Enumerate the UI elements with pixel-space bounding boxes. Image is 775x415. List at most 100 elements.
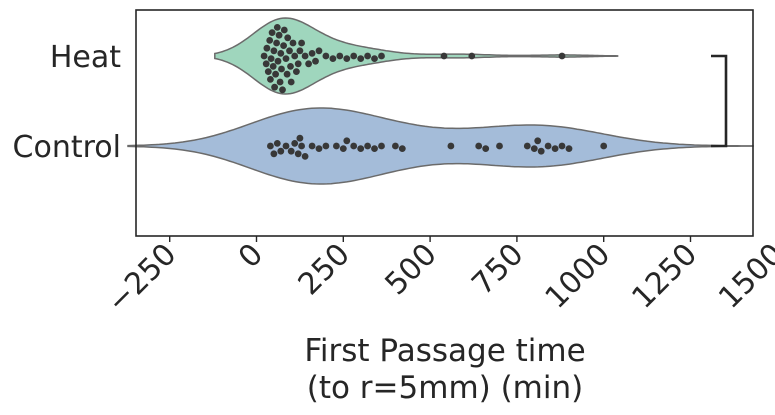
swarm-point-heat: [558, 52, 566, 60]
swarm-point-control: [600, 142, 608, 150]
swarm-point-control: [398, 145, 406, 153]
swarm-point-heat: [286, 47, 293, 55]
swarm-point-heat: [294, 60, 302, 68]
x-tick-label: 1500: [712, 237, 775, 316]
swarm-point-heat: [279, 86, 286, 94]
swarm-point-heat: [293, 68, 300, 75]
swarm-point-heat: [329, 55, 337, 62]
swarm-point-heat: [273, 24, 281, 31]
swarm-point-heat: [277, 50, 285, 57]
swarm-point-heat: [301, 52, 309, 60]
swarm-point-control: [544, 142, 552, 150]
swarm-point-heat: [440, 52, 448, 60]
swarm-point-heat: [278, 65, 285, 73]
swarm-point-heat: [269, 63, 277, 70]
x-tick-label: 250: [292, 237, 357, 302]
swarm-point-heat: [280, 26, 288, 34]
swarm-point-heat: [263, 44, 271, 52]
swarm-point-heat: [289, 39, 297, 47]
swarm-point-control: [551, 145, 559, 153]
swarm-point-control: [270, 150, 278, 158]
swarm-point-heat: [276, 78, 284, 86]
swarm-point-heat: [280, 42, 287, 49]
swarm-point-control: [350, 142, 358, 150]
swarm-point-control: [298, 142, 305, 150]
swarm-point-control: [343, 137, 351, 145]
y-category-label-heat: Heat: [50, 40, 121, 75]
swarm-point-control: [447, 142, 455, 150]
x-tick-label: 500: [379, 237, 444, 302]
x-axis-title-line-2: (to r=5mm) (min): [307, 370, 584, 406]
swarm-point-control: [534, 137, 542, 145]
x-tick-label: 0: [232, 237, 270, 275]
swarm-point-control: [287, 147, 295, 155]
x-tick-label: −250: [100, 237, 183, 320]
swarm-point-heat: [275, 31, 283, 39]
swarm-point-control: [339, 145, 347, 153]
swarm-point-control: [378, 142, 385, 150]
swarm-point-control: [315, 145, 323, 153]
swarm-point-heat: [308, 50, 316, 57]
swarm-point-heat: [262, 60, 270, 68]
swarm-point-control: [282, 142, 290, 150]
x-tick-label: 1000: [539, 237, 618, 316]
swarm-point-heat: [291, 52, 299, 60]
swarm-point-heat: [371, 55, 378, 62]
swarm-point-control: [482, 145, 490, 153]
y-axis-labels: Heat Control: [13, 40, 122, 165]
swarm-points: [260, 24, 608, 160]
swarm-point-control: [296, 134, 304, 142]
swarm-point-heat: [322, 52, 330, 60]
swarm-point-control: [277, 147, 285, 155]
swarm-point-control: [530, 145, 538, 153]
swarm-point-heat: [336, 52, 344, 60]
swarm-point-heat: [270, 47, 278, 55]
swarm-point-control: [371, 145, 378, 153]
swarm-point-control: [291, 140, 299, 147]
plot-frame: [135, 9, 754, 237]
swarm-point-control: [537, 147, 545, 155]
swarm-point-heat: [305, 60, 312, 68]
y-category-label-control: Control: [13, 130, 121, 165]
swarm-point-heat: [287, 78, 295, 86]
swarm-point-heat: [343, 55, 351, 62]
swarm-point-control: [273, 140, 281, 147]
swarm-point-heat: [268, 29, 276, 36]
swarm-point-control: [392, 142, 399, 150]
swarm-point-heat: [274, 57, 282, 65]
significance-bracket: [711, 54, 728, 148]
swarm-point-heat: [267, 55, 275, 62]
swarm-point-heat: [350, 52, 358, 60]
swarm-point-control: [357, 145, 365, 153]
swarm-point-heat: [273, 39, 280, 47]
significance-bracket-line: [711, 54, 728, 148]
swarm-point-control: [294, 150, 302, 158]
swarm-point-control: [523, 142, 531, 150]
swarm-point-heat: [272, 70, 279, 78]
swarm-point-control: [565, 145, 573, 153]
swarm-point-control: [496, 142, 503, 150]
swarm-point-heat: [296, 47, 304, 55]
swarm-point-heat: [260, 52, 268, 60]
swarm-point-heat: [312, 57, 319, 65]
swarm-point-heat: [264, 68, 272, 75]
swarm-point-control: [308, 142, 316, 150]
swarm-point-heat: [378, 52, 385, 60]
violin-heat: [214, 17, 619, 95]
swarm-point-heat: [298, 39, 305, 47]
swarm-point-control: [475, 142, 483, 150]
swarm-point-heat: [283, 70, 291, 78]
swarm-point-control: [267, 142, 274, 150]
x-axis-title-line-1: First Passage time: [304, 333, 585, 369]
x-tick-label: 750: [465, 237, 530, 302]
swarm-point-control: [301, 153, 309, 160]
swarm-point-heat: [357, 55, 365, 62]
swarm-point-heat: [267, 76, 274, 83]
x-tick-label: 1250: [625, 237, 704, 316]
swarm-point-control: [333, 142, 340, 150]
swarm-point-heat: [266, 37, 274, 44]
swarm-point-heat: [315, 47, 323, 55]
swarm-point-control: [558, 142, 566, 150]
swarm-point-heat: [364, 52, 371, 60]
